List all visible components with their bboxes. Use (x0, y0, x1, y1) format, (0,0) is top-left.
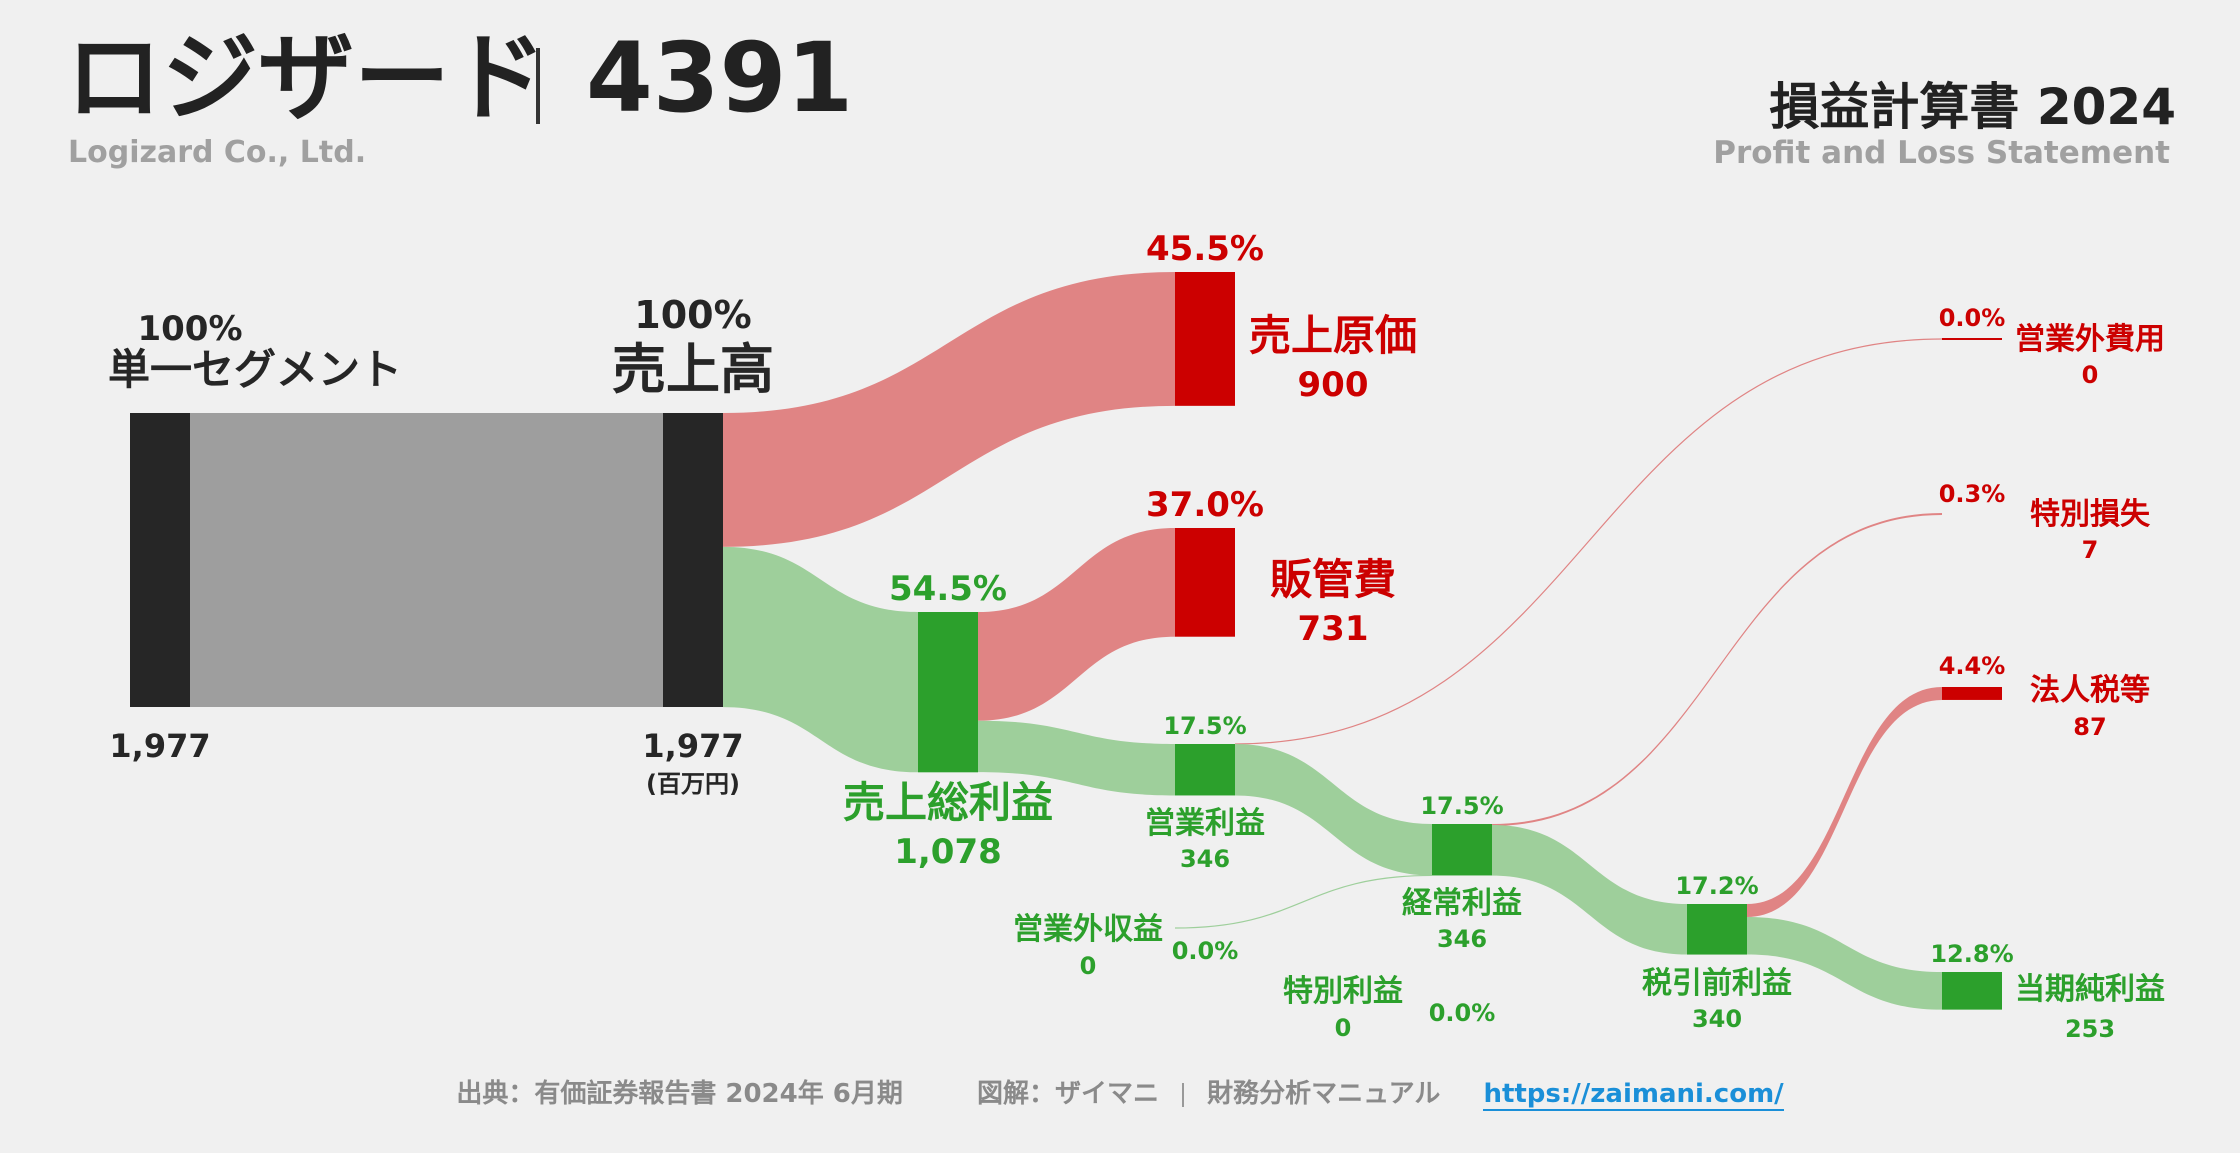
label-ordinary-value: 346 (1437, 925, 1487, 953)
node-bar-pretax (1687, 904, 1747, 955)
label-segment-pct: 100% (137, 309, 242, 349)
label-gross-name: 売上総利益 (843, 778, 1053, 827)
flow-nonop-inc-ordinary (1174, 874, 1433, 929)
label-nonop-exp-name: 営業外費用 (2015, 322, 2165, 357)
flow-op-ordinary (1235, 744, 1432, 876)
node-bar-tax (1942, 687, 2002, 700)
node-bar-revenue (663, 413, 723, 707)
company-name-en: Logizard Co., Ltd. (68, 135, 367, 170)
label-revenue-name: 売上高 (612, 338, 774, 401)
label-nonop-inc-name: 営業外収益 (1013, 912, 1163, 947)
statement-title-en: Profit and Loss Statement (1713, 135, 2170, 171)
node-bar-segment (130, 413, 190, 707)
label-nonop-inc-pct: 0.0% (1172, 937, 1239, 965)
label-net-pct: 12.8% (1930, 940, 2013, 968)
title-divider (536, 48, 540, 124)
footer-credit-2: 財務分析マニュアル (1207, 1079, 1441, 1109)
flow-revenue-cogs (723, 272, 1175, 547)
label-cogs-value: 900 (1298, 365, 1369, 405)
label-ext-loss-name: 特別損失 (2030, 497, 2151, 532)
node-bar-cogs (1175, 272, 1235, 406)
node-bar-nonop_exp (1942, 338, 2002, 340)
label-pretax-name: 税引前利益 (1642, 966, 1792, 1001)
label-sga-pct: 37.0% (1146, 485, 1264, 525)
label-ext-gain-value: 0 (1335, 1014, 1352, 1042)
label-nonop-inc-value: 0 (1080, 952, 1097, 980)
label-cogs-pct: 45.5% (1146, 229, 1264, 269)
label-sga-value: 731 (1298, 609, 1369, 649)
label-segment-name: 単一セグメント (108, 345, 402, 394)
flow-revenue-gross (723, 546, 918, 773)
label-ext-gain-name: 特別利益 (1283, 974, 1403, 1009)
label-ext-loss-pct: 0.3% (1939, 480, 2006, 508)
statement-title: 損益計算書 2024 (1769, 78, 2176, 136)
label-op-name: 営業利益 (1145, 806, 1265, 841)
label-tax-value: 87 (2073, 713, 2106, 741)
label-tax-pct: 4.4% (1939, 652, 2006, 680)
node-bar-sga (1175, 528, 1235, 637)
flow-gross-op (978, 720, 1175, 796)
label-net-name: 当期純利益 (2015, 972, 2165, 1007)
label-ordinary-name: 経常利益 (1402, 886, 1522, 921)
label-nonop-exp-value: 0 (2082, 361, 2099, 389)
footer-url-link[interactable]: https://zaimani.com/ (1483, 1079, 1784, 1111)
company-name: ロジザード (66, 22, 546, 134)
flow-op-nonop-exp (1234, 338, 1943, 745)
stock-code: 4391 (586, 22, 854, 134)
flow-pretax-tax (1747, 687, 1942, 917)
footer-divider (1182, 1082, 1185, 1107)
label-pretax-value: 340 (1692, 1005, 1742, 1033)
label-net-value: 253 (2065, 1015, 2115, 1043)
label-nonop-exp-pct: 0.0% (1939, 304, 2006, 332)
label-pretax-pct: 17.2% (1675, 872, 1758, 900)
footer-credit: 図解：ザイマニ (977, 1079, 1160, 1109)
node-bar-op (1175, 744, 1235, 796)
label-cogs-name: 売上原価 (1249, 311, 1417, 360)
flow-segment-revenue (190, 413, 663, 707)
label-gross-value: 1,078 (894, 832, 1002, 872)
label-gross-pct: 54.5% (889, 569, 1007, 609)
flow-ordinary-pretax (1492, 825, 1687, 955)
flow-gross-sga (978, 528, 1175, 721)
footer-source: 出典：有価証券報告書 2024年 6月期 (456, 1079, 903, 1109)
label-ordinary-pct: 17.5% (1420, 792, 1503, 820)
node-bar-gross (918, 612, 978, 773)
label-ext-gain-pct: 0.0% (1429, 999, 1496, 1027)
label-segment-value: 1,977 (109, 727, 210, 765)
label-revenue-value: 1,977 (642, 727, 743, 765)
footer: 出典：有価証券報告書 2024年 6月期 図解：ザイマニ 財務分析マニュアル h… (0, 1073, 2240, 1111)
label-revenue-pct: 100% (634, 293, 751, 337)
label-unit: (百万円) (646, 770, 740, 798)
label-tax-name: 法人税等 (2030, 673, 2150, 708)
label-ext-loss-value: 7 (2082, 536, 2099, 564)
flow-pretax-net (1747, 916, 1942, 1010)
label-op-pct: 17.5% (1163, 712, 1246, 740)
flow-ordinary-ext-loss (1492, 513, 1942, 826)
label-sga-name: 販管費 (1270, 555, 1396, 604)
node-bar-net (1942, 972, 2002, 1010)
node-bar-ordinary (1432, 824, 1492, 876)
label-op-value: 346 (1180, 845, 1230, 873)
